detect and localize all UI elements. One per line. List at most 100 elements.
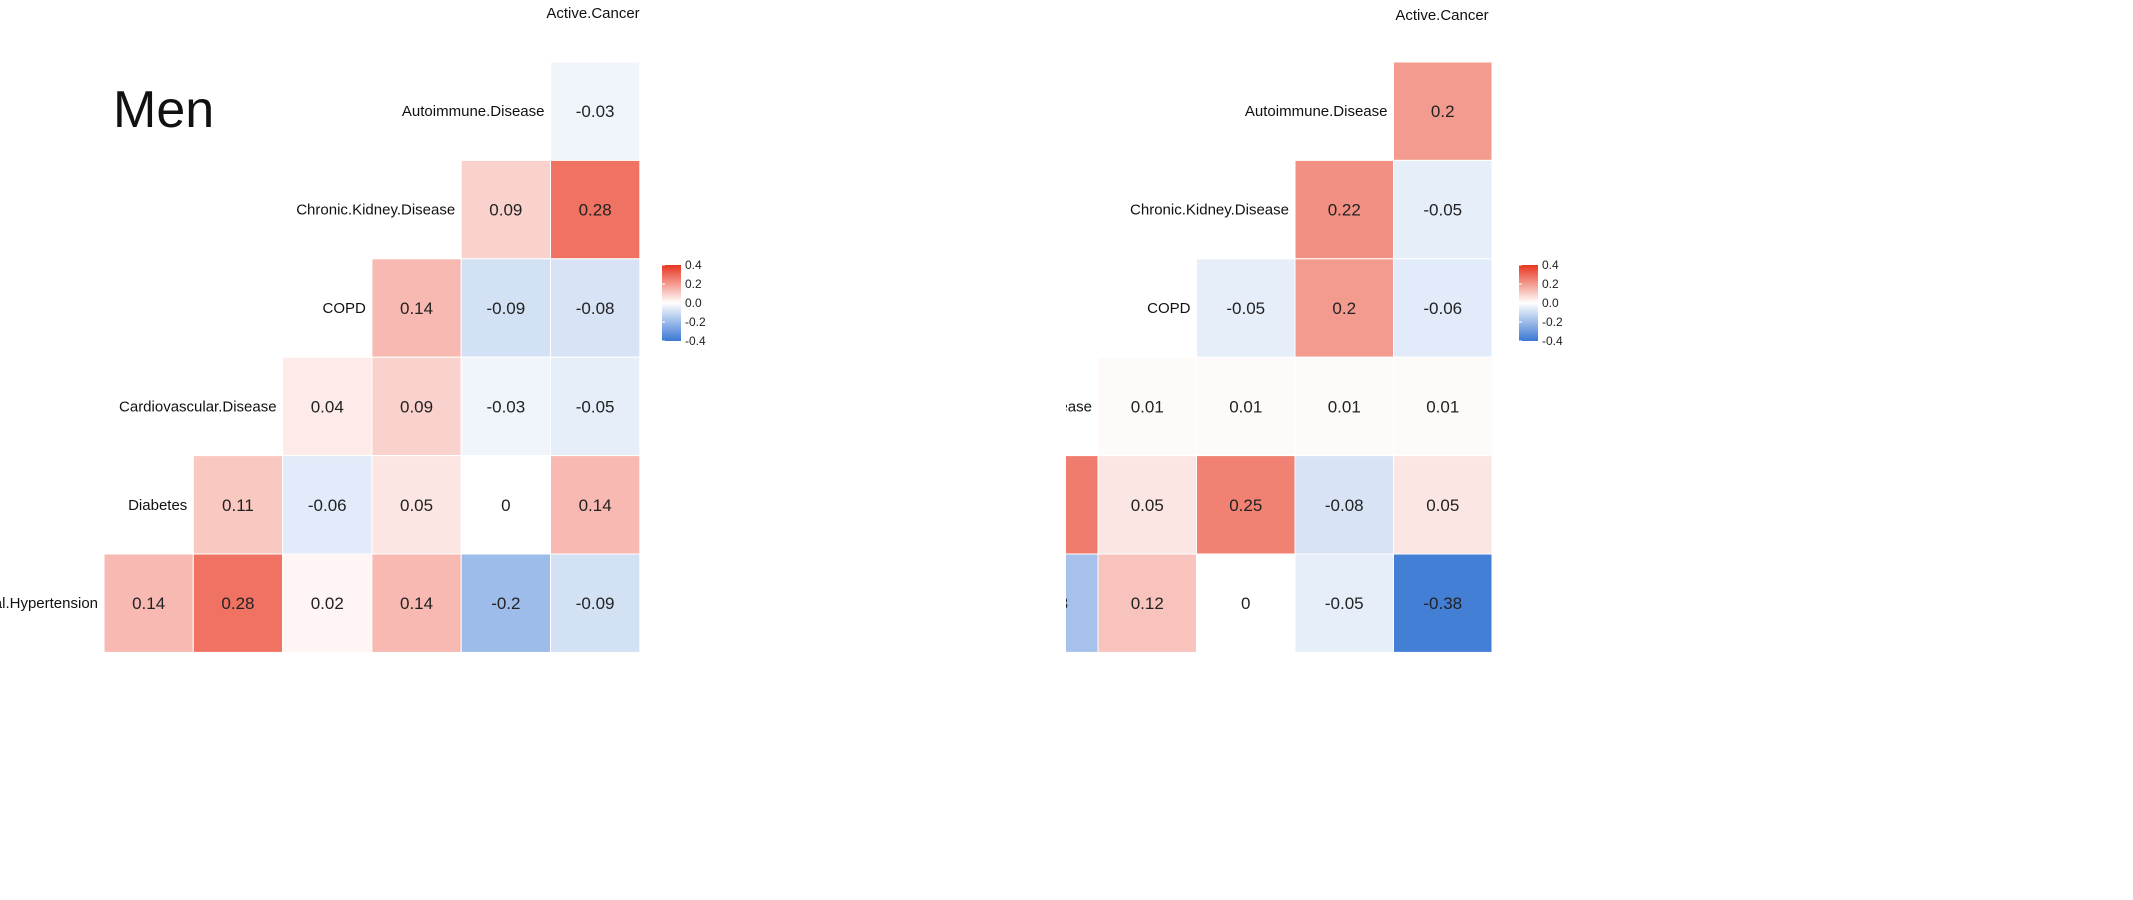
heatmap-cell: [282, 553, 373, 653]
cell-value-label: -0.05: [576, 397, 615, 416]
row-label: Chronic.Kidney.Disease: [1130, 202, 1289, 219]
cell-value-label: 0.09: [489, 201, 522, 220]
cell-value-label: 0.11: [222, 496, 254, 515]
heatmap-cell: [1097, 455, 1197, 555]
row-label: Diabetes: [128, 497, 187, 514]
row-label: Cardiovascular.Disease: [1066, 398, 1092, 415]
legend-colorbar: [662, 265, 681, 341]
cell-value-label: -0.06: [1423, 299, 1462, 318]
cell-value-label: 0.05: [1426, 496, 1459, 515]
cell-value-label: 0.01: [1229, 397, 1262, 416]
cell-value-label: 0.2: [1332, 299, 1356, 318]
heatmap-cell: [371, 258, 462, 358]
row-label: COPD: [1147, 300, 1191, 317]
heatmap-cell: [1097, 553, 1197, 653]
heatmap-cell: [550, 553, 641, 653]
cell-value-label: -0.05: [1226, 299, 1265, 318]
heatmap-cell: [1294, 553, 1394, 653]
heatmap-cell: [550, 356, 641, 457]
cell-value-label: 0.22: [1328, 201, 1361, 220]
legend-tick-label: -0.2: [1542, 315, 1563, 329]
heatmap-cell: [1066, 455, 1099, 555]
cell-value-label: 0.09: [400, 397, 433, 416]
legend-tick-label: -0.4: [1542, 334, 1563, 348]
heatmap-cell: [1294, 356, 1394, 457]
cell-value-label: 0: [1241, 594, 1250, 613]
row-label: Chronic.Kidney.Disease: [296, 202, 455, 219]
heatmap-cell: [550, 455, 641, 555]
cell-value-label: 0.01: [1426, 397, 1459, 416]
cell-value-label: -0.2: [491, 594, 520, 613]
cell-value-label: -0.18: [1066, 594, 1068, 613]
heatmap-cell: [1393, 553, 1493, 653]
cell-value-label: 0.05: [1131, 496, 1164, 515]
heatmap-cell: [282, 455, 373, 555]
heatmap-cell: [1294, 159, 1394, 260]
cell-value-label: -0.03: [486, 397, 525, 416]
cell-value-label: 0.04: [311, 397, 344, 416]
heatmap-cell: [1196, 553, 1296, 653]
cell-value-label: 0.14: [579, 496, 612, 515]
cell-value-label: 0.14: [400, 594, 433, 613]
cell-value-label: -0.08: [576, 299, 615, 318]
row-label: Arterial.Hypertension: [0, 595, 98, 612]
heatmap-cell: [371, 553, 462, 653]
cell-value-label: 0.12: [1131, 594, 1164, 613]
cell-value-label: -0.06: [308, 496, 347, 515]
legend-tick-label: 0.4: [1542, 258, 1559, 272]
heatmap-cell: [1196, 258, 1296, 358]
cell-value-label: -0.05: [1325, 594, 1364, 613]
heatmap-cell: [1066, 553, 1099, 653]
chart-title: Men: [113, 81, 214, 139]
cell-value-label: -0.38: [1423, 594, 1462, 613]
men-heatmap: Men Active.Cancer Autoimmune.Disease -0.03 C…: [0, 5, 706, 653]
legend-tick-label: 0.2: [1542, 277, 1559, 291]
heatmap-cell: [1393, 61, 1493, 161]
women-heatmap: WomenActive.CancerAutoimmune.Disease0.2C…: [1066, 7, 1563, 653]
legend-tick-label: 0.0: [685, 296, 702, 310]
cell-value-label: 0.02: [311, 594, 344, 613]
cell-value-label: -0.09: [576, 594, 615, 613]
heatmap-cell: [371, 356, 462, 457]
cell-value-label: 0: [501, 496, 510, 515]
heatmap-cell: [371, 455, 462, 555]
cell-value-label: 0.14: [400, 299, 433, 318]
women-heatmap-panel: WomenActive.CancerAutoimmune.Disease0.2C…: [1066, 0, 2133, 900]
cell-value-label: -0.08: [1325, 496, 1364, 515]
heatmap-cell: [103, 553, 194, 653]
legend-tick-label: 0.4: [685, 258, 702, 272]
heatmap-cell: [192, 553, 284, 653]
row-label: COPD: [323, 300, 367, 317]
cell-value-label: -0.09: [486, 299, 525, 318]
column-label-active-cancer: Active.Cancer: [546, 5, 639, 22]
cell-value-label: 0.28: [221, 594, 254, 613]
row-label: Autoimmune.Disease: [402, 103, 545, 120]
cell-value-label: -0.05: [1423, 201, 1462, 220]
cell-value-label: 0.05: [400, 496, 433, 515]
legend-tick-label: -0.2: [685, 315, 706, 329]
men-heatmap-panel: Men Active.Cancer Autoimmune.Disease -0.03 C…: [0, 0, 1066, 900]
cell-value-label: 0.01: [1328, 397, 1361, 416]
heatmap-cell: [550, 159, 641, 260]
heatmap-cell: [460, 258, 552, 358]
heatmap-cell: [1097, 356, 1197, 457]
cell-value-label: 0.01: [1131, 397, 1164, 416]
column-label-active-cancer: Active.Cancer: [1395, 7, 1488, 24]
heatmap-cell: [460, 455, 552, 555]
cell-value-label: 0.25: [1229, 496, 1262, 515]
legend-colorbar: [1519, 265, 1538, 341]
legend-tick-label: 0.2: [685, 277, 702, 291]
heatmap-cell: [550, 258, 641, 358]
heatmap-cell: [1393, 159, 1493, 260]
cell-value-label: 0.14: [132, 594, 165, 613]
heatmap-cell: [550, 61, 641, 161]
heatmap-cell: [460, 553, 552, 653]
row-label: Cardiovascular.Disease: [119, 398, 277, 415]
row-label: Autoimmune.Disease: [1245, 103, 1388, 120]
legend-tick-label: -0.4: [685, 334, 706, 348]
legend-tick-label: 0.0: [1542, 296, 1559, 310]
heatmap-cell: [1196, 455, 1296, 555]
cell-value-label: 0.2: [1431, 102, 1455, 121]
cell-value-label: -0.03: [576, 102, 615, 121]
heatmap-cell: [460, 159, 552, 260]
